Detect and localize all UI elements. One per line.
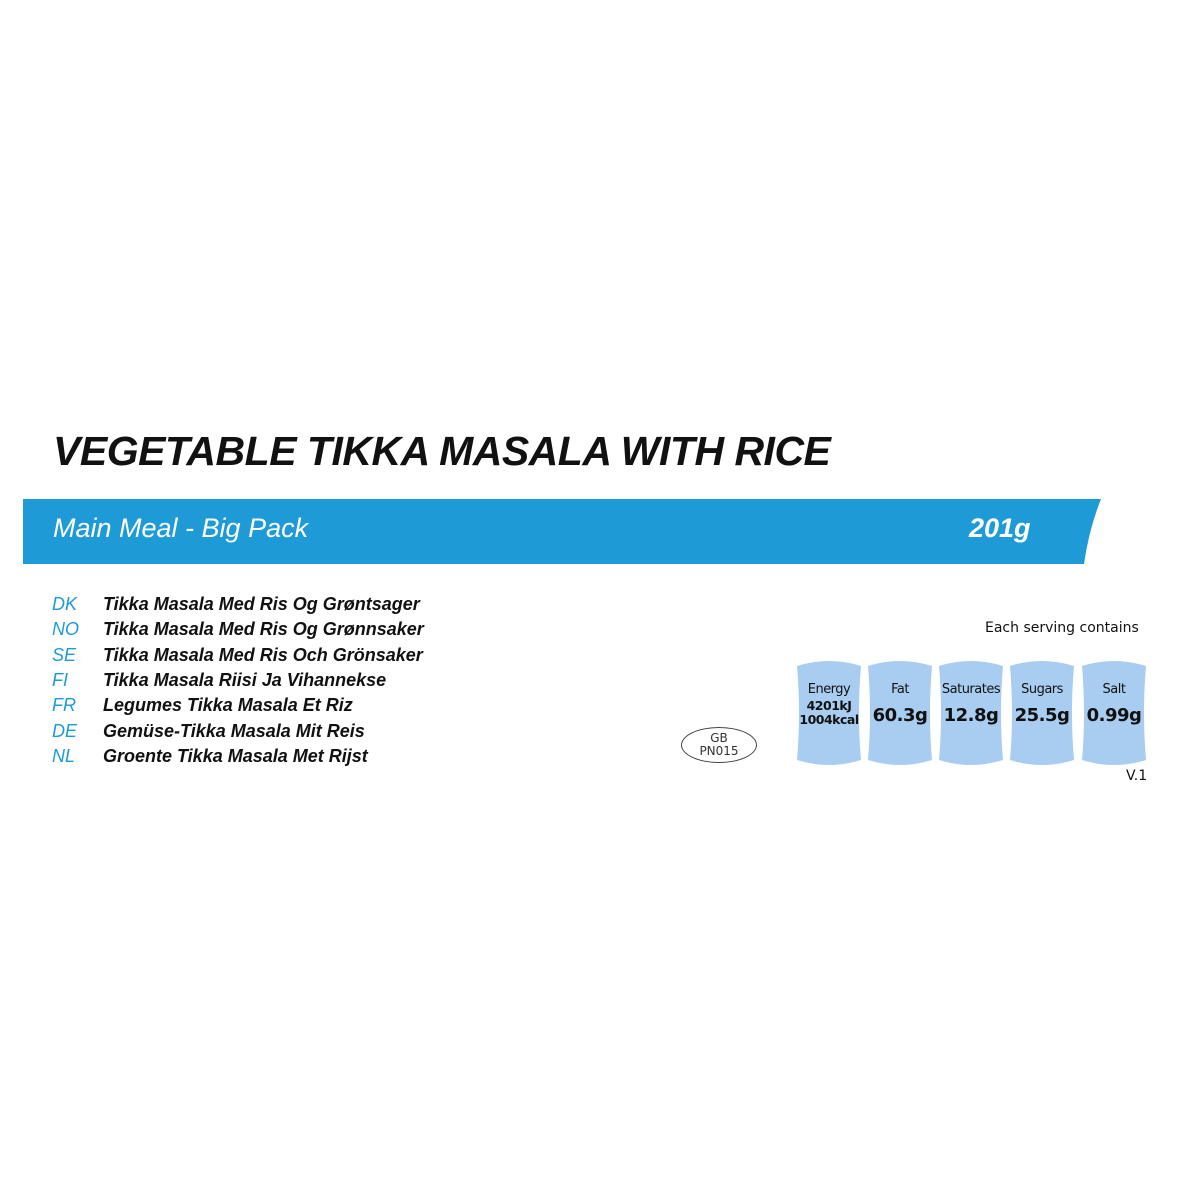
language-code: DK	[52, 594, 78, 615]
translation-row: DK Tikka Masala Med Ris Og Grøntsager	[52, 592, 424, 617]
translated-name: Gemüse-Tikka Masala Mit Reis	[103, 720, 365, 741]
product-title: VEGETABLE TIKKA MASALA WITH RICE	[53, 428, 831, 474]
translations-list: DK Tikka Masala Med Ris Og Grøntsager NO T…	[52, 592, 424, 769]
pack-banner: Main Meal - Big Pack 201g	[23, 499, 1101, 564]
translation-row: DE Gemüse-Tikka Masala Mit Reis	[52, 718, 424, 743]
language-code: DE	[52, 720, 78, 741]
nutrient-value: 0.99g	[1086, 705, 1142, 726]
nutrient-fat: Fat 60.3g	[868, 660, 932, 766]
translated-name: Tikka Masala Med Ris Og Grøntsager	[103, 594, 420, 615]
translated-name: Tikka Masala Med Ris Och Grönsaker	[103, 644, 423, 665]
nutrient-energy: Energy 4201kJ 1004kcal	[797, 660, 861, 766]
nutrient-label: Saturates	[941, 682, 1001, 697]
language-code: FI	[52, 670, 68, 691]
translation-row: SE Tikka Masala Med Ris Och Grönsaker	[52, 643, 424, 668]
nutrient-value: 25.5g	[1014, 705, 1070, 726]
version-label: V.1	[1126, 768, 1148, 784]
nutrient-saturates: Saturates 12.8g	[939, 660, 1003, 766]
approval-mark: GB PN015	[681, 727, 757, 763]
translated-name: Legumes Tikka Masala Et Riz	[103, 695, 353, 716]
approval-country: GB	[710, 731, 728, 745]
translated-name: Tikka Masala Med Ris Og Grønnsaker	[103, 619, 424, 640]
language-code: SE	[52, 644, 77, 665]
translation-row: FI Tikka Masala Riisi Ja Vihannekse	[52, 668, 424, 693]
nutrient-label: Sugars	[1021, 682, 1063, 697]
energy-kcal: 1004kcal	[799, 712, 859, 727]
nutrient-salt: Salt 0.99g	[1082, 660, 1146, 766]
nutrient-label: Salt	[1102, 682, 1126, 697]
energy-kj: 4201kJ	[806, 698, 852, 713]
nutrition-heading: Each serving contains	[985, 620, 1139, 636]
language-code: NL	[52, 745, 76, 766]
banner-shape	[23, 499, 1101, 564]
nutrient-sugars: Sugars 25.5g	[1010, 660, 1074, 766]
translation-row: NL Groente Tikka Masala Met Rijst	[52, 744, 424, 769]
nutrient-label: Fat	[891, 682, 909, 697]
pack-type: Main Meal - Big Pack	[53, 513, 309, 543]
nutrient-label: Energy	[807, 682, 851, 697]
approval-code: PN015	[699, 744, 739, 758]
translation-row: FR Legumes Tikka Masala Et Riz	[52, 693, 424, 718]
translation-row: NO Tikka Masala Med Ris Og Grønnsaker	[52, 617, 424, 642]
pack-weight: 201g	[969, 513, 1031, 543]
translated-name: Tikka Masala Riisi Ja Vihannekse	[103, 670, 387, 691]
language-code: FR	[52, 695, 76, 716]
language-code: NO	[52, 619, 79, 640]
nutrient-value: 60.3g	[872, 705, 928, 726]
nutrient-value: 12.8g	[943, 705, 999, 726]
translated-name: Groente Tikka Masala Met Rijst	[103, 745, 368, 766]
